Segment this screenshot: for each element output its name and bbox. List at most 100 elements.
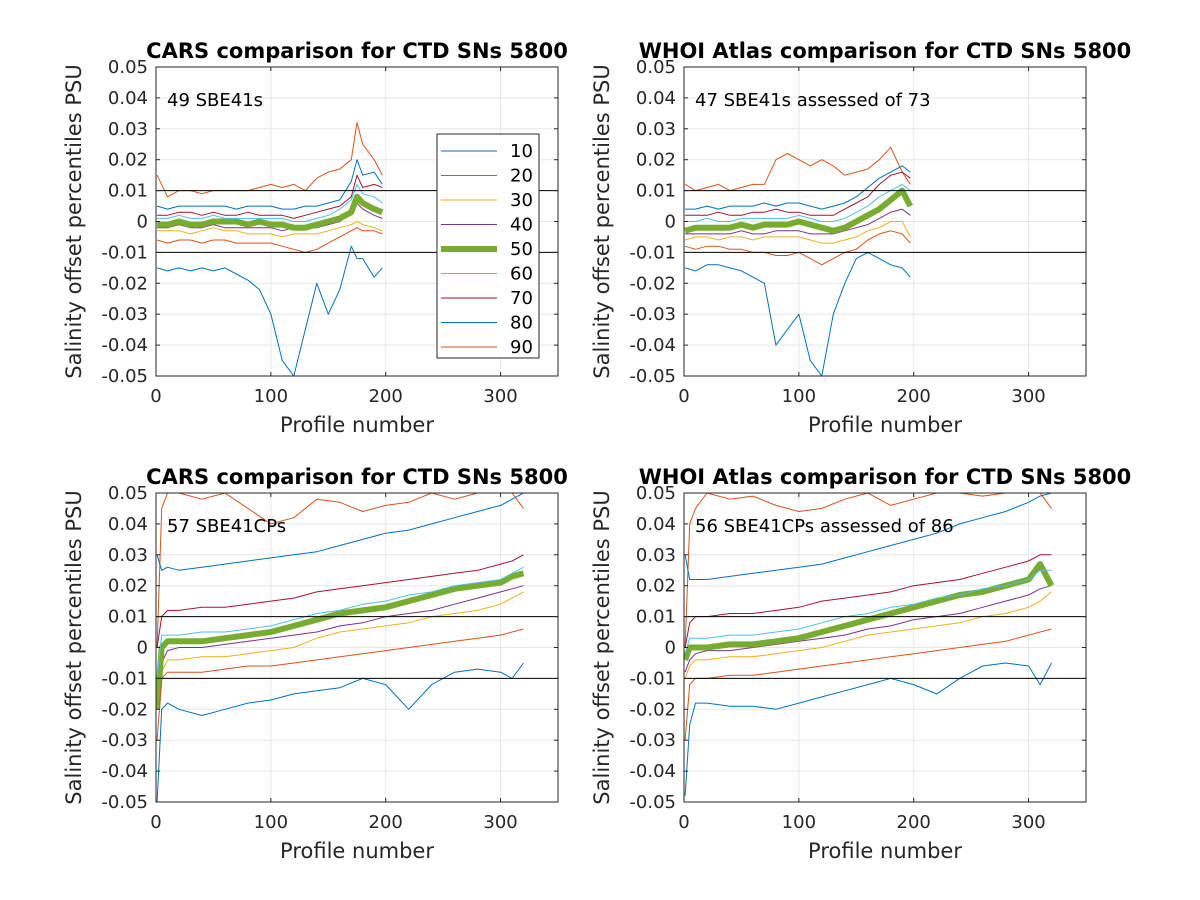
series-line-30 [684, 591, 1052, 679]
y-tick-label: -0.04 [629, 335, 676, 356]
y-tick-label: 0.02 [108, 150, 148, 171]
series-line-30 [156, 591, 524, 695]
series-line-80 [156, 159, 383, 210]
y-tick-label: 0.01 [108, 607, 148, 628]
x-tick-label: 0 [150, 386, 161, 407]
series-group [684, 493, 1055, 796]
x-axis-label: Profile number [808, 413, 962, 437]
legend-label: 90 [510, 337, 533, 358]
y-tick-label: 0 [665, 212, 676, 233]
y-tick-label: -0.01 [629, 242, 676, 263]
series-line-80 [684, 493, 1052, 580]
series-line-70 [156, 554, 524, 648]
x-tick-label: 200 [897, 386, 931, 407]
y-tick-label: -0.05 [101, 366, 148, 387]
x-tick-label: 100 [782, 386, 816, 407]
series-line-90 [684, 628, 1052, 741]
y-tick-label: 0.03 [636, 119, 676, 140]
x-axis-label: Profile number [808, 839, 962, 863]
x-tick-label: 0 [150, 812, 161, 833]
y-tick-label: -0.05 [629, 792, 676, 813]
y-tick-label: 0.03 [108, 119, 148, 140]
y-tick-label: 0.01 [636, 607, 676, 628]
x-tick-label: 100 [254, 386, 288, 407]
y-tick-label: -0.04 [101, 761, 148, 782]
y-tick-label: 0.04 [636, 514, 676, 535]
series-line-50 [157, 193, 384, 231]
y-tick-label: 0.05 [108, 57, 148, 78]
legend-label: 80 [510, 313, 533, 334]
x-tick-label: 200 [369, 812, 403, 833]
x-tick-label: 100 [782, 812, 816, 833]
y-tick-label: -0.03 [101, 730, 148, 751]
chart-annotation: 49 SBE41s [167, 90, 263, 111]
series-line-20 [684, 493, 1052, 648]
y-tick-label: -0.02 [629, 273, 676, 294]
series-line-90 [156, 227, 383, 253]
legend-label: 20 [510, 166, 533, 187]
y-tick-label: 0.01 [108, 181, 148, 202]
y-tick-label: -0.05 [629, 366, 676, 387]
series-line-60 [157, 183, 383, 222]
y-tick-label: 0 [137, 212, 148, 233]
legend-label: 50 [510, 239, 533, 260]
y-tick-label: -0.03 [101, 304, 148, 325]
y-tick-label: -0.03 [629, 304, 676, 325]
series-line-80 [685, 165, 911, 210]
chart-title: CARS comparison for CTD SNs 5800 [146, 39, 568, 63]
y-tick-label: -0.02 [101, 273, 148, 294]
y-tick-label: -0.03 [629, 730, 676, 751]
y-axis-label: Salinity offset percentiles PSU [62, 490, 86, 804]
series-line-60 [684, 569, 1052, 654]
y-tick-label: -0.01 [629, 668, 676, 689]
x-tick-label: 300 [483, 386, 517, 407]
y-tick-label: -0.01 [101, 668, 148, 689]
series-line-50 [684, 561, 1055, 661]
y-tick-label: 0.04 [108, 514, 148, 535]
series-line-40 [684, 585, 1052, 673]
y-tick-label: 0.05 [636, 57, 676, 78]
chart-panel-4: 0 100 200 300 -0.05 -0.04 -0.03 -0.02 -0.01 0 0.01… [590, 465, 1131, 863]
x-tick-label: 100 [254, 812, 288, 833]
series-line-80 [156, 493, 524, 571]
chart-title: WHOI Atlas comparison for CTD SNs 5800 [639, 465, 1132, 489]
series-line-60 [156, 566, 524, 679]
y-tick-label: 0.04 [636, 88, 676, 109]
series-line-50 [684, 187, 913, 234]
x-tick-label: 300 [483, 812, 517, 833]
x-axis-label: Profile number [280, 413, 434, 437]
y-tick-label: 0 [137, 638, 148, 659]
y-tick-label: -0.02 [101, 699, 148, 720]
x-tick-label: 200 [897, 812, 931, 833]
y-tick-label: 0.05 [108, 483, 148, 504]
series-line-40 [685, 208, 911, 235]
y-tick-label: 0.05 [636, 483, 676, 504]
y-axis-label: Salinity offset percentiles PSU [62, 64, 86, 378]
series-group [684, 146, 913, 376]
chart-annotation: 57 SBE41CPs [167, 516, 286, 537]
series-line-70 [684, 554, 1052, 648]
series-line-10 [684, 251, 911, 376]
y-tick-label: 0.02 [108, 576, 148, 597]
y-tick-label: -0.05 [101, 792, 148, 813]
series-line-10 [156, 662, 524, 802]
y-tick-label: 0.03 [636, 545, 676, 566]
series-line-20 [684, 146, 911, 192]
x-tick-label: 0 [678, 812, 689, 833]
series-line-60 [685, 183, 911, 222]
chart-panel-2: 0 100 200 300 -0.05 -0.04 -0.03 -0.02 -0.01 0 0.01… [590, 39, 1131, 437]
x-tick-label: 0 [678, 386, 689, 407]
chart-annotation: 47 SBE41s assessed of 73 [695, 90, 931, 111]
legend-label: 10 [510, 141, 533, 162]
series-line-40 [156, 585, 524, 679]
series-line-30 [684, 221, 911, 244]
y-axis-label: Salinity offset percentiles PSU [590, 64, 614, 378]
y-tick-label: -0.01 [101, 242, 148, 263]
legend-label: 60 [510, 264, 533, 285]
y-tick-label: 0.03 [108, 545, 148, 566]
series-line-20 [156, 493, 524, 648]
y-tick-label: 0.02 [636, 576, 676, 597]
y-tick-label: 0.04 [108, 88, 148, 109]
legend-label: 40 [510, 215, 533, 236]
